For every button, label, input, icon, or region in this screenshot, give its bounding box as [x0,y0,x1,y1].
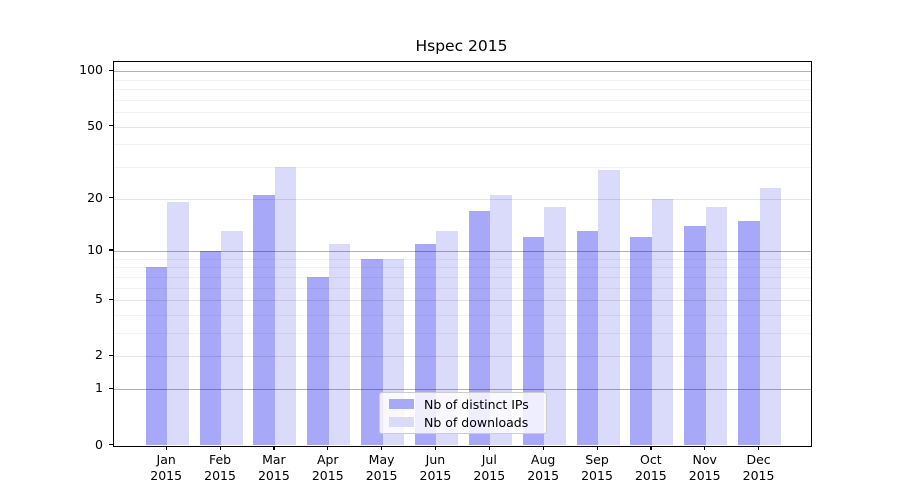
bar-downloads-mar-2015 [274,166,297,446]
bar-downloads-dec-2015 [759,187,782,446]
bar-downloads-feb-2015 [221,231,243,446]
bar-ips-jan-2015 [145,267,168,446]
y-tick-mark-5 [108,298,113,300]
y-tick-label-50: 50 [87,117,103,133]
gridline-y-90 [114,79,811,81]
x-tick-label-jun: Jun 2015 [419,451,452,483]
y-tick-mark-50 [108,125,113,127]
bar-ips-dec-2015 [738,220,760,446]
legend-label-ips: Nb of distinct IPs [424,396,529,412]
chart-title: Hspec 2015 [415,37,508,55]
bar-ips-may-2015 [361,258,383,446]
x-tick-mark-sep [596,445,598,450]
y-tick-label-5: 5 [95,291,103,307]
y-tick-label-10: 10 [87,241,103,257]
y-tick-label-20: 20 [87,189,103,205]
bar-ips-mar-2015 [253,194,275,446]
y-tick-mark-0 [108,444,113,446]
x-tick-mark-jan [165,445,167,450]
x-tick-mark-feb [219,445,221,450]
bar-downloads-sep-2015 [598,169,620,446]
bar-downloads-aug-2015 [544,206,566,446]
legend-swatch-ips-icon [389,399,414,409]
gridline-y-6 [114,287,811,289]
bar-ips-oct-2015 [630,237,652,446]
gridline-y-4 [114,314,811,316]
gridline-y-1 [114,389,811,391]
gridline-y-30 [114,166,811,168]
gridline-y-50 [114,126,811,128]
bar-downloads-jan-2015 [167,202,189,446]
x-tick-mark-dec [758,445,760,450]
gridline-y-100 [114,71,811,73]
x-tick-mark-may [381,445,383,450]
y-tick-mark-100 [108,69,113,71]
x-tick-mark-apr [327,445,329,450]
bar-downloads-apr-2015 [328,243,351,446]
x-tick-mark-oct [650,445,652,450]
x-tick-label-apr: Apr 2015 [311,451,344,483]
gridline-y-9 [114,258,811,260]
bar-ips-apr-2015 [307,276,329,446]
y-tick-label-1: 1 [95,380,103,396]
x-tick-label-nov: Nov 2015 [688,451,721,483]
gridline-y-3 [114,333,811,335]
gridline-y-80 [114,89,811,90]
x-tick-mark-jul [488,445,490,450]
legend-swatch-downloads-icon [389,417,414,427]
gridline-y-70 [114,99,811,101]
gridline-y-40 [114,144,811,146]
bar-downloads-oct-2015 [651,198,674,446]
bar-downloads-jul-2015 [490,194,512,446]
legend-item-ips: Nb of distinct IPs [389,397,537,412]
x-tick-label-oct: Oct 2015 [634,451,667,483]
x-tick-label-dec: Dec 2015 [742,451,775,483]
y-tick-mark-1 [108,387,113,389]
y-tick-label-0: 0 [95,436,103,452]
bar-ips-sep-2015 [576,231,598,446]
x-tick-mark-jun [434,445,437,450]
gridline-y-10 [114,250,811,252]
gridline-y-5 [114,300,811,302]
y-tick-label-100: 100 [79,62,103,78]
x-tick-label-may: May 2015 [365,451,398,483]
legend-item-downloads: Nb of downloads [389,415,537,430]
x-tick-mark-aug [542,445,544,450]
x-tick-label-sep: Sep 2015 [581,451,613,483]
gridline-y-2 [114,356,811,358]
bar-ips-jul-2015 [468,211,491,446]
gridline-y-8 [114,267,811,269]
gridline-y-60 [114,112,811,113]
y-tick-mark-2 [108,354,113,357]
y-tick-label-2: 2 [95,347,103,363]
bar-downloads-nov-2015 [705,206,728,446]
legend: Nb of distinct IPs Nb of downloads [379,392,547,434]
legend-label-downloads: Nb of downloads [424,414,529,430]
y-tick-mark-20 [108,197,113,199]
bar-ips-feb-2015 [199,250,222,446]
gridline-y-20 [114,198,811,200]
x-tick-label-feb: Feb 2015 [204,451,236,483]
plot-area [113,61,812,447]
bar-downloads-jun-2015 [436,231,458,446]
gridline-y-7 [114,276,811,278]
bar-ips-nov-2015 [684,225,706,446]
x-tick-label-aug: Aug 2015 [527,451,560,483]
x-tick-label-jul: Jul 2015 [473,451,506,483]
x-tick-label-jan: Jan 2015 [150,451,183,483]
y-tick-mark-10 [108,249,113,251]
x-tick-label-mar: Mar 2015 [257,451,290,483]
x-tick-mark-nov [704,445,706,450]
x-tick-mark-mar [273,445,275,450]
